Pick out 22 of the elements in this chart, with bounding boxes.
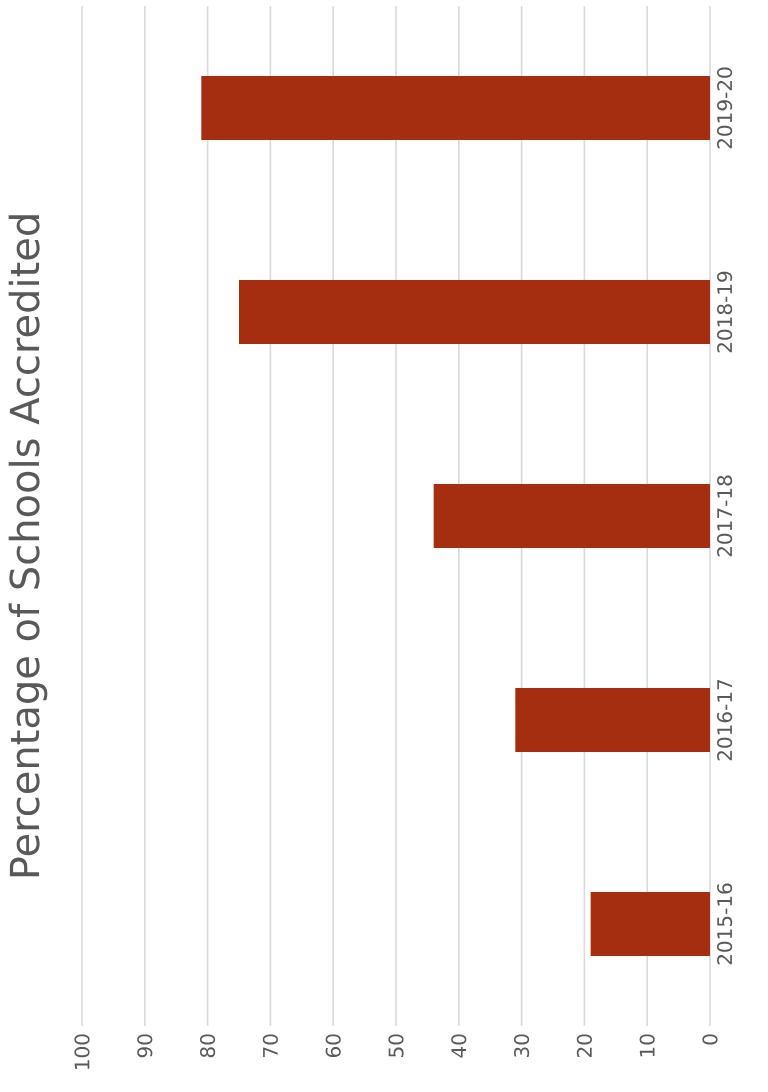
bar [238, 280, 710, 345]
y-tick-label: 2019-20 [717, 67, 733, 149]
x-tick-label: 0 [702, 1034, 718, 1045]
x-tick-label: 40 [451, 1034, 467, 1058]
x-tick-label: 100 [74, 1034, 90, 1070]
x-tick-label: 70 [262, 1034, 278, 1057]
y-tick-label: 2018-19 [717, 271, 733, 353]
bar [201, 76, 710, 141]
bar [433, 484, 710, 549]
bar [515, 688, 710, 753]
x-tick-label: 10 [639, 1034, 655, 1057]
y-tick-label: 2015-16 [717, 883, 733, 965]
x-tick-label: 60 [325, 1034, 341, 1058]
x-tick-label: 80 [200, 1034, 216, 1058]
y-tick-label: 2017-18 [717, 475, 733, 557]
bar [590, 892, 710, 956]
y-tick-label: 2016-17 [717, 679, 733, 761]
x-tick-label: 30 [514, 1034, 530, 1057]
text: Percentage of Schools Accredited [8, 215, 48, 877]
x-tick-label: 20 [576, 1034, 592, 1058]
x-tick-label: 50 [388, 1034, 404, 1057]
x-tick-label: 90 [137, 1034, 153, 1058]
